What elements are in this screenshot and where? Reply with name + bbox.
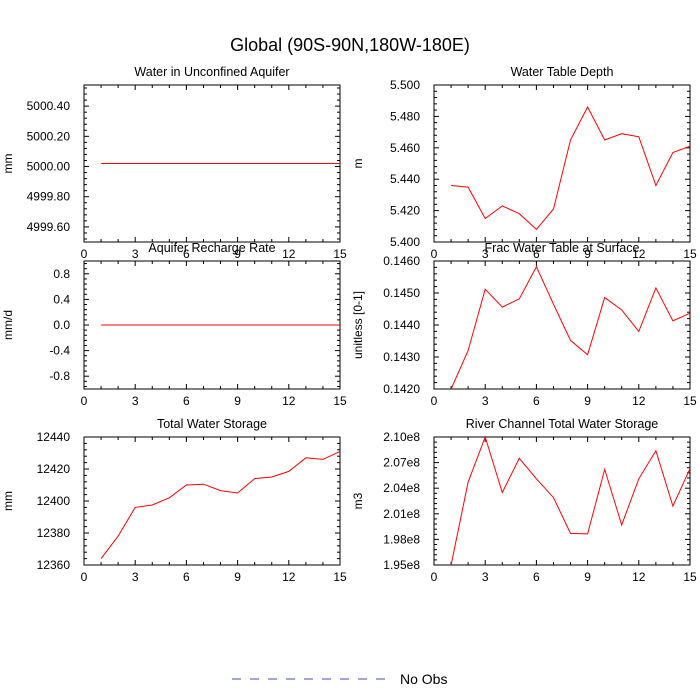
y-tick-label: 12400 <box>37 494 71 508</box>
panel-frac-water-table-at-surface: Frac Water Table at Surface unitless [0-1… <box>351 241 697 408</box>
y-tick-label: -0.4 <box>49 344 70 358</box>
series-line <box>450 435 691 566</box>
panels: Water in Unconfined Aquifer mm 0 3 6 9 12 15 499… <box>1 65 697 584</box>
y-tick-label: 12440 <box>37 430 71 444</box>
x-tick-label: 9 <box>584 394 591 408</box>
x-tick-label: 6 <box>183 570 190 584</box>
x-tick-label: 15 <box>683 570 697 584</box>
x-tick-label: 3 <box>132 247 139 261</box>
x-tick-label: 3 <box>482 247 489 261</box>
panel-title: Water in Unconfined Aquifer <box>134 65 289 79</box>
x-tick-label: 15 <box>683 394 697 408</box>
y-tick-label: 0.1430 <box>383 350 420 364</box>
y-axis-label: m <box>351 159 365 169</box>
series-line <box>450 265 691 390</box>
x-tick-label: 0 <box>431 570 438 584</box>
x-tick-label: 0 <box>81 570 88 584</box>
x-tick-label: 15 <box>333 570 347 584</box>
y-tick-label: 5.440 <box>390 172 420 186</box>
x-tick-label: 0 <box>81 394 88 408</box>
y-tick-label: 0.1450 <box>383 286 420 300</box>
panel-title: Water Table Depth <box>511 65 614 79</box>
y-axis-label: unitless [0-1] <box>351 291 365 359</box>
plot-frame <box>433 436 691 566</box>
y-tick-label: 0.1420 <box>383 382 420 396</box>
y-axis-label: mm <box>1 491 15 511</box>
y-axis-label: mm/d <box>1 310 15 340</box>
y-tick-label: 5000.20 <box>27 129 71 143</box>
y-tick-label: 5000.40 <box>27 99 71 113</box>
panel-water-in-unconfined-aquifer: Water in Unconfined Aquifer mm 0 3 6 9 12 15 499… <box>1 65 347 261</box>
x-tick-label: 9 <box>234 247 241 261</box>
y-tick-label: 0.1440 <box>383 318 420 332</box>
series-line <box>100 450 341 559</box>
y-tick-label: 5.500 <box>390 78 420 92</box>
y-tick-label: -0.8 <box>49 369 70 383</box>
panel-title: Aquifer Recharge Rate <box>148 241 275 255</box>
x-tick-label: 15 <box>683 247 697 261</box>
x-tick-label: 9 <box>234 570 241 584</box>
x-tick-label: 6 <box>183 247 190 261</box>
y-tick-label: 2.10e8 <box>383 430 420 444</box>
x-tick-label: 0 <box>431 394 438 408</box>
x-tick-label: 6 <box>533 570 540 584</box>
plot-frame <box>433 84 691 243</box>
panel-aquifer-recharge-rate: Aquifer Recharge Rate mm/d 0 3 6 9 12 15 -0.8 -0.… <box>1 241 347 408</box>
y-tick-label: 5.460 <box>390 141 420 155</box>
y-tick-label: 12360 <box>37 558 71 572</box>
plot-frame <box>83 436 341 566</box>
panel-water-table-depth: Water Table Depth m 0 3 6 9 12 15 5.400 5.420 5.44… <box>351 65 697 261</box>
y-tick-label: 0.1460 <box>383 254 420 268</box>
x-tick-label: 3 <box>482 394 489 408</box>
x-tick-label: 15 <box>333 394 347 408</box>
x-tick-label: 3 <box>482 570 489 584</box>
x-tick-label: 12 <box>282 570 296 584</box>
y-tick-label: 12380 <box>37 526 71 540</box>
x-tick-label: 9 <box>584 570 591 584</box>
x-tick-label: 12 <box>632 394 646 408</box>
plot-frame <box>433 260 691 390</box>
y-tick-label: 5.480 <box>390 109 420 123</box>
x-tick-label: 12 <box>282 394 296 408</box>
y-axis-label: mm <box>1 154 15 174</box>
x-tick-label: 6 <box>533 247 540 261</box>
y-tick-label: 4999.60 <box>27 220 71 234</box>
x-tick-label: 0 <box>431 247 438 261</box>
y-tick-label: 5.400 <box>390 235 420 249</box>
x-tick-label: 9 <box>584 247 591 261</box>
x-tick-label: 15 <box>333 247 347 261</box>
y-tick-label: 1.98e8 <box>383 532 420 546</box>
y-tick-label: 12420 <box>37 462 71 476</box>
panel-total-water-storage: Total Water Storage mm 0 3 6 9 12 15 12360 12380 1… <box>1 417 347 584</box>
x-tick-label: 12 <box>282 247 296 261</box>
x-tick-label: 9 <box>234 394 241 408</box>
y-tick-label: 0.8 <box>53 267 70 281</box>
y-tick-label: 2.07e8 <box>383 456 420 470</box>
panel-title: Frac Water Table at Surface <box>485 241 640 255</box>
y-tick-label: 0.0 <box>53 318 70 332</box>
x-tick-label: 12 <box>632 247 646 261</box>
y-tick-label: 5000.00 <box>27 160 71 174</box>
y-tick-label: 4999.80 <box>27 190 71 204</box>
x-tick-label: 6 <box>533 394 540 408</box>
legend: No Obs 1850_141 <box>232 671 447 687</box>
y-tick-label: 1.95e8 <box>383 558 420 572</box>
panel-river-channel-total-water-storage: River Channel Total Water Storage m3 0 3 6 9 1… <box>351 417 697 584</box>
series-line <box>451 105 691 231</box>
x-tick-label: 12 <box>632 570 646 584</box>
x-tick-label: 3 <box>132 570 139 584</box>
legend-label-no-obs: No Obs <box>400 671 447 687</box>
y-axis-label: m3 <box>351 492 365 509</box>
y-tick-label: 2.04e8 <box>383 481 420 495</box>
y-tick-label: 0.4 <box>53 292 70 306</box>
panel-title: Total Water Storage <box>157 417 267 431</box>
x-tick-label: 3 <box>132 394 139 408</box>
panel-title: River Channel Total Water Storage <box>466 417 659 431</box>
y-tick-label: 2.01e8 <box>383 507 420 521</box>
x-tick-label: 6 <box>183 394 190 408</box>
figure-title: Global (90S-90N,180W-180E) <box>230 35 470 55</box>
x-tick-label: 0 <box>81 247 88 261</box>
y-tick-label: 5.420 <box>390 204 420 218</box>
